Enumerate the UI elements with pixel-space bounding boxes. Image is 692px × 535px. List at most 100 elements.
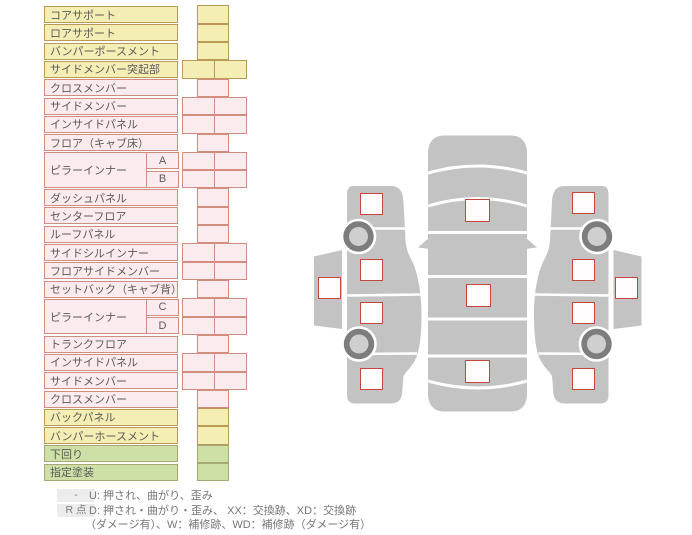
part-label-cell: クロスメンバー xyxy=(44,79,178,97)
damage-checkbox-top-trunk[interactable] xyxy=(465,360,490,383)
legend-text: （ダメージ有）、W：補修跡、WD：補修跡（ダメージ有） xyxy=(85,519,372,531)
part-label-cell: サイドメンバー xyxy=(44,372,178,390)
damage-grid-cell[interactable] xyxy=(197,426,229,445)
part-label-cell: セットバック（キャブ背） xyxy=(44,280,178,298)
part-label: トランクフロア xyxy=(50,339,127,352)
part-label: サイドシルインナー xyxy=(50,247,149,260)
damage-grid-cell[interactable] xyxy=(182,243,215,262)
part-label: 指定塗装 xyxy=(50,467,94,480)
damage-checkbox-right-rear-door[interactable] xyxy=(572,302,595,324)
damage-grid-cell[interactable] xyxy=(214,96,247,116)
damage-grid-cell[interactable] xyxy=(197,334,229,354)
damage-checkbox-right-roof-side[interactable] xyxy=(615,277,638,299)
damage-grid-cell[interactable] xyxy=(182,261,215,280)
damage-grid-cell[interactable] xyxy=(197,408,229,427)
part-sublabel-cell: A xyxy=(146,152,179,170)
right-wheels xyxy=(578,218,615,362)
damage-grid-cell[interactable] xyxy=(197,206,229,226)
damage-grid-cell[interactable] xyxy=(197,463,229,482)
damage-grid-cell[interactable] xyxy=(214,298,247,317)
damage-checkbox-left-rear-quarter[interactable] xyxy=(360,368,383,390)
damage-grid-cell[interactable] xyxy=(197,133,229,152)
damage-grid-cell[interactable] xyxy=(182,316,215,335)
legend-text: D: 押され・曲がり・歪み、 XX：交換跡、XD：交換跡 xyxy=(89,504,357,517)
part-label-cell: クロスメンバー xyxy=(44,390,178,408)
part-label-cell: サイドシルインナー xyxy=(44,244,178,262)
damage-checkbox-left-roof-side[interactable] xyxy=(318,277,341,299)
part-label: クロスメンバー xyxy=(50,394,127,406)
damage-grid-cell[interactable] xyxy=(197,41,229,61)
damage-grid-cell[interactable] xyxy=(214,316,247,335)
damage-grid-cell[interactable] xyxy=(182,353,215,372)
damage-grid-cell[interactable] xyxy=(182,371,215,390)
part-label: センターフロア xyxy=(50,210,127,223)
damage-checkbox-top-hood[interactable] xyxy=(465,199,490,222)
damage-grid-cell[interactable] xyxy=(214,170,247,189)
part-label-cell: バックパネル xyxy=(44,408,178,426)
part-label: コアサポート xyxy=(50,9,116,22)
part-label: サイドメンバー xyxy=(50,375,127,388)
part-label: インサイドパネル xyxy=(50,357,138,370)
legend-text: U: 押され、曲がり、歪み xyxy=(89,490,213,502)
left-wheels xyxy=(340,218,377,362)
damage-grid-cell[interactable] xyxy=(214,261,247,280)
damage-checkbox-right-rear-quarter[interactable] xyxy=(572,368,595,390)
part-sublabel-cell: C xyxy=(146,298,179,316)
damage-checkbox-right-front-fender[interactable] xyxy=(572,192,595,214)
damage-grid-cell[interactable] xyxy=(182,170,215,189)
damage-grid-cell[interactable] xyxy=(182,115,215,134)
damage-grid-cell[interactable] xyxy=(182,96,215,116)
damage-checkbox-right-front-door[interactable] xyxy=(572,259,595,281)
damage-grid-cell[interactable] xyxy=(197,78,229,97)
part-label-cell: ピラーインナー xyxy=(44,152,147,188)
part-label: バンパーポースメント xyxy=(50,46,160,59)
damage-grid-cell[interactable] xyxy=(197,188,229,207)
part-label-cell: ルーフパネル xyxy=(44,225,178,243)
damage-grid-cell[interactable] xyxy=(214,353,247,372)
damage-grid-cell[interactable] xyxy=(197,5,229,24)
damage-grid-cell[interactable] xyxy=(182,60,215,79)
damage-grid-cell[interactable] xyxy=(197,225,229,244)
part-sublabel-cell: D xyxy=(146,317,179,335)
part-label: バンパーホースメント xyxy=(50,430,160,443)
part-label-cell: ロアサポート xyxy=(44,24,178,42)
part-label: セットバック（キャブ背） xyxy=(50,284,178,297)
part-label: 下回り xyxy=(50,448,83,461)
part-label-cell: サイドメンバー xyxy=(44,97,178,115)
part-label: ロアサポート xyxy=(50,27,116,40)
damage-grid-cell[interactable] xyxy=(182,298,215,317)
part-label: インサイドパネル xyxy=(50,119,138,132)
damage-grid-cell[interactable] xyxy=(197,389,229,409)
legend-chip-dash: - xyxy=(57,489,95,502)
legend-row: - U: 押され、曲がり、歪み xyxy=(0,489,692,504)
damage-grid-cell[interactable] xyxy=(197,23,229,42)
legend-chip-rpoint: R 点 xyxy=(57,503,95,517)
part-label-cell: コアサポート xyxy=(44,6,178,23)
part-sublabel-cell: B xyxy=(146,170,179,188)
part-label-cell: サイドメンバー突起部 xyxy=(44,60,178,78)
part-label: フロアサイドメンバー xyxy=(50,265,160,278)
damage-grid-cell[interactable] xyxy=(197,444,229,464)
damage-checkbox-top-roof[interactable] xyxy=(466,284,491,307)
damage-grid-cell[interactable] xyxy=(214,243,247,262)
part-label-cell: ピラーインナー xyxy=(44,298,147,335)
damage-grid-cell[interactable] xyxy=(214,115,247,134)
damage-checkbox-left-front-door[interactable] xyxy=(360,259,383,281)
damage-grid-cell[interactable] xyxy=(214,60,247,79)
legend-row: （ダメージ有）、W：補修跡、WD：補修跡（ダメージ有） xyxy=(0,518,692,533)
damage-grid-cell[interactable] xyxy=(182,151,215,171)
damage-part-table: コアサポート ロアサポート バンパーポースメント サイドメンバー突起部 クロスメンバーサ… xyxy=(44,5,254,488)
damage-checkbox-left-front-fender[interactable] xyxy=(360,193,383,215)
damage-grid-cell[interactable] xyxy=(214,371,247,390)
part-label: ピラーインナー xyxy=(50,165,127,178)
part-label: ピラーインナー xyxy=(50,311,127,324)
damage-grid-cell[interactable] xyxy=(214,151,247,171)
part-label-cell: インサイドパネル xyxy=(44,353,178,371)
part-label-cell: 下回り xyxy=(44,445,178,463)
damage-grid-cell[interactable] xyxy=(197,280,229,299)
part-label-cell: フロアサイドメンバー xyxy=(44,262,178,280)
damage-checkbox-left-rear-door[interactable] xyxy=(360,302,383,324)
part-label-cell: トランクフロア xyxy=(44,335,178,353)
part-label-cell: バンパーポースメント xyxy=(44,42,178,60)
